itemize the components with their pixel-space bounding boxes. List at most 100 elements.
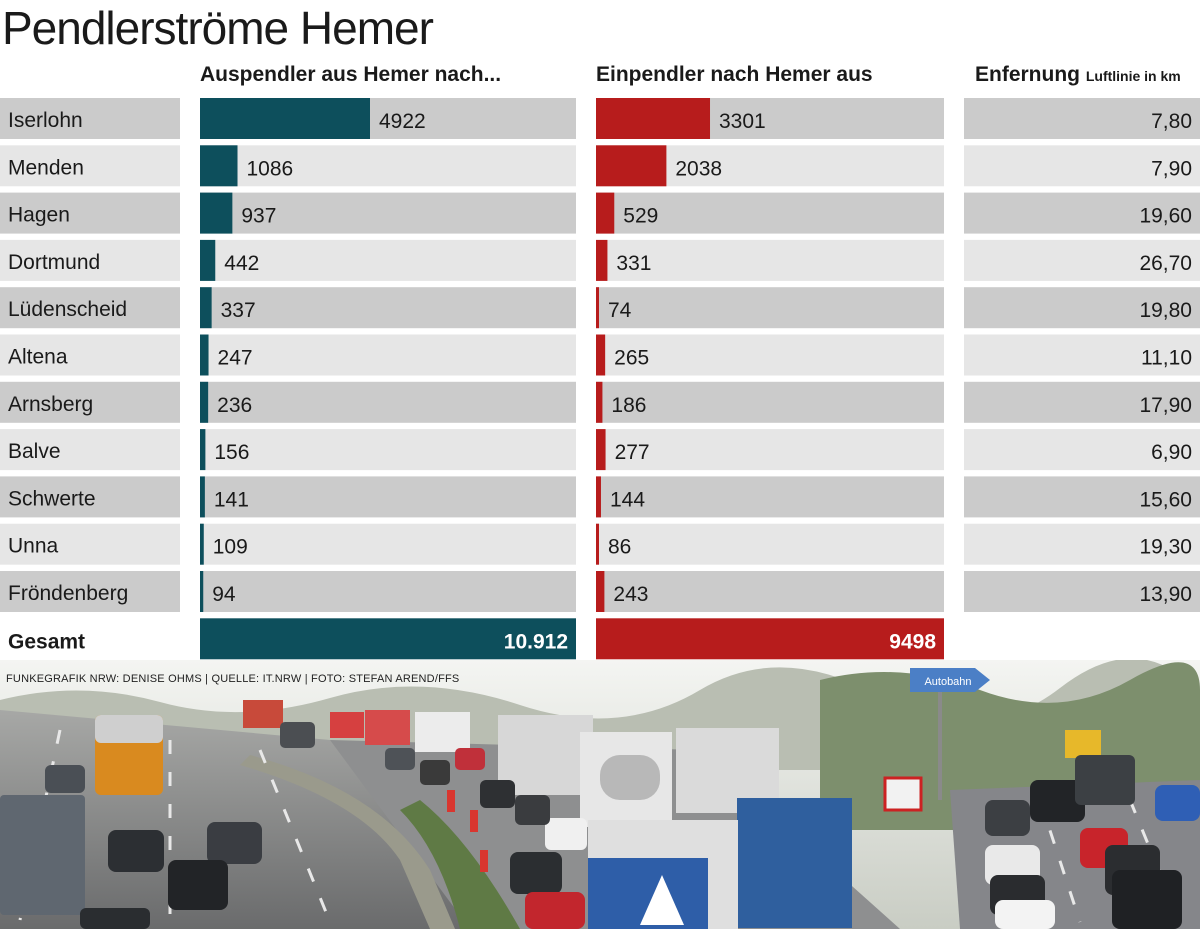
in-bar (596, 287, 599, 329)
out-bar (200, 381, 209, 423)
distance-row-bg (964, 429, 1200, 471)
distance-value: 7,90 (1151, 157, 1192, 180)
row-label-bg (0, 287, 180, 329)
row-label-bg (0, 334, 180, 376)
out-value-label: 236 (217, 394, 252, 417)
highway-photo: Autobahn (0, 660, 1200, 929)
in-value-label: 265 (614, 347, 649, 370)
row-label-bg (0, 523, 180, 565)
out-value-label: 109 (213, 536, 248, 559)
column-header-distance: Enfernung Luftlinie in km (975, 58, 1181, 92)
category-label: Hagen (8, 204, 70, 227)
distance-header-label: Enfernung (975, 63, 1080, 86)
out-value-label: 156 (214, 441, 249, 464)
row-label-bg (0, 239, 180, 281)
out-row-bg (200, 145, 576, 187)
in-bar (596, 571, 605, 612)
out-bar (200, 571, 204, 612)
distance-row-bg (964, 571, 1200, 612)
out-row-bg (200, 334, 576, 376)
autobahn-sign: Autobahn (910, 668, 990, 692)
in-total-value: 9498 (889, 630, 936, 653)
row-label-bg (0, 476, 180, 518)
in-row-bg (596, 381, 944, 423)
out-row-bg (200, 239, 576, 281)
in-row-bg (596, 239, 944, 281)
category-label: Fröndenberg (8, 582, 128, 605)
out-value-label: 337 (221, 299, 256, 322)
in-value-label: 144 (610, 488, 645, 511)
distance-value: 7,80 (1151, 110, 1192, 133)
in-row-bg (596, 523, 944, 565)
in-value-label: 529 (623, 205, 658, 228)
in-bar (596, 523, 599, 565)
out-value-label: 442 (224, 252, 259, 275)
category-label: Dortmund (8, 251, 100, 274)
in-bar (596, 476, 601, 518)
in-total-bar (596, 618, 944, 660)
out-row-bg (200, 192, 576, 234)
distance-row-bg (964, 476, 1200, 518)
in-value-label: 86 (608, 536, 631, 559)
in-bar (596, 98, 711, 139)
in-value-label: 3301 (719, 110, 766, 133)
row-label-bg (0, 429, 180, 471)
distance-value: 19,80 (1139, 299, 1192, 322)
out-bar (200, 287, 212, 329)
out-value-label: 4922 (379, 110, 426, 133)
row-label-bg (0, 381, 180, 423)
in-bar (596, 239, 608, 281)
in-value-label: 74 (608, 299, 632, 322)
row-label-bg (0, 571, 180, 612)
in-bar (596, 334, 606, 376)
out-value-label: 1086 (247, 157, 294, 180)
in-bar (596, 192, 615, 234)
out-bar (200, 429, 206, 471)
in-value-label: 331 (616, 252, 651, 275)
distance-row-bg (964, 145, 1200, 187)
autobahn-sign-text: Autobahn (924, 676, 971, 688)
out-bar (200, 98, 370, 139)
total-label: Gesamt (8, 630, 85, 653)
distance-value: 15,60 (1139, 488, 1192, 511)
out-total-value: 10.912 (504, 630, 568, 653)
category-label: Iserlohn (8, 109, 83, 132)
category-label: Menden (8, 156, 84, 179)
in-row-bg (596, 429, 944, 471)
category-label: Balve (8, 440, 61, 463)
distance-row-bg (964, 98, 1200, 139)
out-value-label: 247 (218, 347, 253, 370)
out-bar (200, 476, 205, 518)
distance-row-bg (964, 192, 1200, 234)
out-row-bg (200, 429, 576, 471)
column-header-in: Einpendler nach Hemer aus (596, 63, 873, 86)
row-label-bg (0, 98, 180, 139)
row-label-bg (0, 145, 180, 187)
column-header-out: Auspendler aus Hemer nach... (200, 63, 502, 86)
row-label-bg (0, 192, 180, 234)
out-bar (200, 239, 216, 281)
in-value-label: 2038 (675, 157, 722, 180)
out-row-bg (200, 287, 576, 329)
in-value-label: 243 (613, 583, 648, 606)
out-row-bg (200, 381, 576, 423)
in-bar (596, 145, 667, 187)
out-row-bg (200, 523, 576, 565)
in-value-label: 277 (615, 441, 650, 464)
distance-row-bg (964, 239, 1200, 281)
distance-value: 19,30 (1139, 536, 1192, 559)
out-row-bg (200, 476, 576, 518)
out-row-bg (200, 571, 576, 612)
credit-line: FUNKEGRAFIK NRW: DENISE OHMS | QUELLE: I… (6, 673, 460, 685)
in-row-bg (596, 287, 944, 329)
out-value-label: 937 (241, 205, 276, 228)
in-row-bg (596, 192, 944, 234)
out-value-label: 94 (212, 583, 236, 606)
distance-value: 17,90 (1139, 394, 1192, 417)
out-bar (200, 334, 209, 376)
distance-value: 26,70 (1139, 252, 1192, 275)
in-row-bg (596, 334, 944, 376)
distance-row-bg (964, 287, 1200, 329)
distance-row-bg (964, 381, 1200, 423)
in-value-label: 186 (611, 394, 646, 417)
